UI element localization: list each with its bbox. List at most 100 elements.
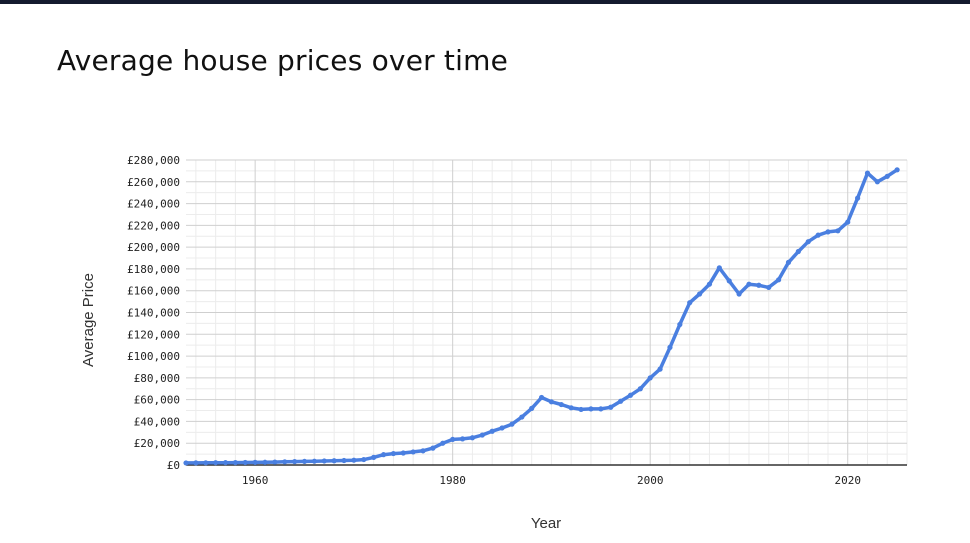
y-tick-label: £80,000 [134, 372, 180, 385]
y-tick-label: £280,000 [127, 154, 180, 167]
data-point [193, 460, 199, 466]
y-tick-label: £0 [167, 459, 180, 472]
data-point [855, 195, 861, 201]
y-tick-label: £180,000 [127, 263, 180, 276]
data-point [420, 448, 426, 454]
x-tick-label: 2000 [637, 474, 664, 487]
data-point [213, 460, 219, 466]
data-point [538, 394, 545, 401]
data-point [815, 232, 821, 238]
data-point [667, 344, 673, 350]
data-point [598, 406, 604, 412]
data-point [519, 414, 525, 420]
data-point [509, 421, 515, 427]
data-point [440, 440, 446, 446]
top-bar [0, 0, 970, 4]
data-point [331, 458, 337, 464]
data-point [380, 452, 387, 458]
data-point [390, 450, 397, 457]
data-point [627, 392, 634, 398]
data-point [450, 436, 456, 443]
data-point [795, 248, 801, 255]
chart-axes: £0 £20,000 £40,000 £60,000 £80,000 £100,000 £1… [127, 154, 907, 487]
x-tick-label: 2020 [834, 474, 861, 487]
data-point [874, 179, 880, 185]
data-point [292, 459, 298, 465]
data-point [400, 450, 406, 456]
data-point [657, 366, 663, 372]
data-point [736, 291, 742, 297]
data-point [222, 460, 229, 466]
y-axis-title: Average Price [80, 273, 97, 367]
data-point [282, 459, 288, 465]
data-point [499, 425, 505, 431]
y-tick-label: £220,000 [127, 219, 180, 232]
y-tick-label: £100,000 [127, 350, 180, 363]
data-point [706, 281, 713, 287]
data-point [588, 406, 594, 412]
data-point [489, 428, 495, 434]
y-tick-label: £60,000 [134, 394, 180, 407]
x-tick-label: 1980 [439, 474, 466, 487]
data-point [252, 459, 258, 465]
data-point [608, 404, 614, 410]
data-point [726, 278, 732, 284]
data-point [756, 282, 762, 288]
y-tick-label: £120,000 [127, 328, 180, 341]
y-tick-label: £20,000 [134, 437, 180, 450]
y-tick-label: £160,000 [127, 285, 180, 298]
y-tick-label: £240,000 [127, 198, 180, 211]
data-point [529, 405, 535, 411]
data-point [262, 459, 268, 465]
y-tick-label: £200,000 [127, 241, 180, 254]
series-line [184, 168, 899, 465]
y-tick-label: £260,000 [127, 176, 180, 189]
data-point [894, 167, 900, 173]
data-point [430, 445, 436, 451]
data-point [301, 458, 308, 465]
data-point [242, 459, 248, 466]
data-point [864, 170, 871, 176]
data-point [361, 456, 367, 463]
data-point [558, 401, 564, 408]
data-point [548, 399, 555, 405]
data-point [459, 436, 466, 442]
y-tick-label: £40,000 [134, 415, 180, 428]
data-point [272, 459, 278, 465]
data-point [311, 458, 317, 464]
page-title: Average house prices over time [57, 44, 508, 77]
x-axis-title: Year [531, 515, 561, 532]
data-point [746, 281, 752, 287]
chart-grid [186, 159, 908, 465]
chart-series [183, 167, 900, 466]
data-point [884, 173, 890, 179]
data-point [351, 457, 357, 463]
x-tick-label: 1960 [242, 474, 269, 487]
data-point [203, 460, 209, 466]
data-point [687, 300, 693, 306]
data-point [637, 386, 643, 392]
data-point [371, 454, 377, 460]
data-point [341, 457, 347, 464]
data-point [825, 229, 831, 235]
data-point [766, 284, 772, 291]
data-point [321, 458, 327, 464]
data-point [183, 460, 189, 466]
data-point [677, 321, 683, 328]
data-point [835, 228, 841, 234]
y-tick-label: £140,000 [127, 307, 180, 320]
data-point [469, 435, 476, 441]
data-point [716, 265, 722, 271]
data-point [232, 460, 238, 466]
data-point [617, 398, 624, 404]
data-point [479, 432, 485, 438]
data-point [845, 219, 851, 225]
data-point [805, 239, 811, 245]
data-point [776, 277, 782, 283]
data-point [410, 449, 416, 455]
data-point [578, 406, 584, 413]
data-point [647, 375, 653, 381]
data-point [696, 291, 703, 297]
data-point [785, 259, 792, 265]
